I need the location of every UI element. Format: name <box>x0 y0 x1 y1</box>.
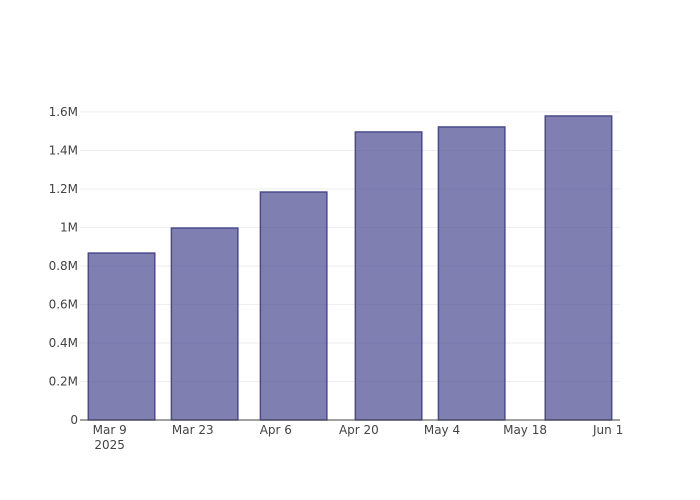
y-tick-label: 1.2M <box>49 182 78 196</box>
bar <box>259 191 328 421</box>
x-tick-label: May 4 <box>424 423 460 437</box>
y-tick-label: 0.6M <box>49 297 78 311</box>
x-tick-label: May 18 <box>503 423 547 437</box>
bar <box>544 115 613 421</box>
y-tick-label: 0.8M <box>49 259 78 273</box>
x-tick-label: 2025 <box>94 438 125 452</box>
bar <box>170 227 239 421</box>
x-tick-label: Mar 23 <box>172 423 214 437</box>
x-tick-label: Jun 1 <box>592 423 623 437</box>
y-tick-label: 0.4M <box>49 336 78 350</box>
x-tick-label: Mar 9 <box>93 423 127 437</box>
y-tick-label: 1M <box>60 220 78 234</box>
y-tick-label: 1.6M <box>49 105 78 119</box>
x-tick-label: Apr 6 <box>260 423 292 437</box>
y-tick-label: 0 <box>70 413 78 427</box>
bar <box>354 131 423 421</box>
bar <box>437 126 506 421</box>
x-tick-label: Apr 20 <box>339 423 379 437</box>
y-tick-label: 1.4M <box>49 143 78 157</box>
bar <box>87 252 156 421</box>
y-tick-label: 0.2M <box>49 374 78 388</box>
